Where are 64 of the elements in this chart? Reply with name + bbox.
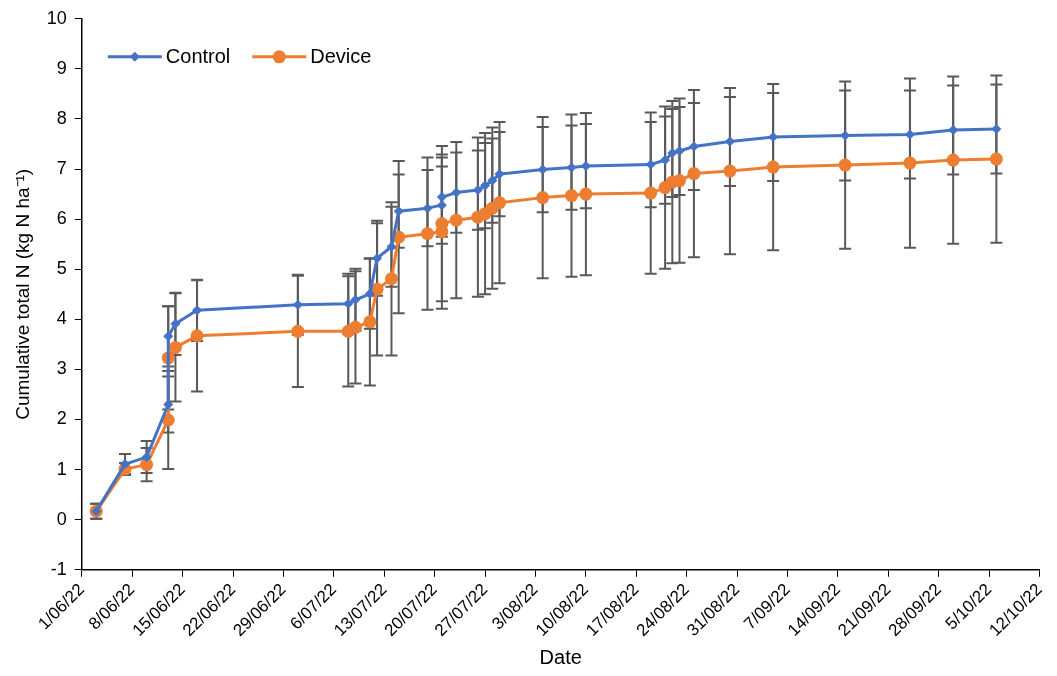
point — [422, 203, 433, 214]
point — [449, 213, 463, 227]
point — [724, 136, 735, 147]
point — [120, 459, 131, 470]
point — [667, 148, 678, 159]
point — [644, 186, 658, 200]
point — [348, 320, 362, 334]
point — [688, 141, 699, 152]
y-tick-label: 1 — [56, 458, 67, 479]
point — [565, 189, 578, 203]
point — [492, 196, 506, 210]
point — [386, 241, 397, 252]
point — [673, 174, 687, 188]
y-tick-label: 0 — [56, 508, 67, 529]
point — [904, 129, 915, 140]
point — [190, 329, 204, 343]
y-tick-label: 6 — [56, 208, 67, 229]
point — [487, 175, 498, 186]
point — [372, 253, 383, 264]
point — [480, 180, 491, 191]
point — [660, 155, 671, 166]
point — [723, 164, 737, 178]
legend-label: Device — [310, 45, 372, 68]
point — [537, 164, 548, 175]
point — [645, 159, 656, 170]
point — [838, 158, 852, 172]
y-tick-label: 7 — [56, 158, 67, 179]
point — [163, 399, 174, 410]
point — [536, 191, 550, 205]
point — [674, 146, 685, 157]
point — [494, 169, 505, 180]
point — [350, 294, 361, 305]
point — [566, 162, 577, 173]
point — [989, 152, 1003, 166]
y-tick-label: 4 — [56, 308, 67, 329]
point — [420, 227, 434, 241]
point — [363, 315, 377, 329]
point — [343, 298, 354, 309]
point — [141, 452, 152, 463]
y-tick-label: 5 — [56, 258, 67, 279]
y-tick-label: 2 — [56, 408, 67, 429]
point — [766, 160, 780, 174]
point — [393, 206, 404, 217]
y-tick-label: 9 — [56, 57, 67, 78]
legend-label: Control — [165, 45, 231, 68]
point — [170, 318, 181, 329]
point — [436, 200, 447, 211]
point — [579, 187, 593, 201]
point — [384, 272, 398, 286]
y-tick-label: 8 — [56, 107, 67, 128]
y-tick-label: 3 — [56, 358, 67, 379]
point — [292, 299, 303, 310]
point — [687, 167, 701, 181]
point — [168, 340, 182, 354]
point — [364, 288, 375, 299]
point — [946, 153, 960, 167]
y-tick-label: -1 — [50, 558, 67, 579]
point — [903, 156, 917, 170]
x-axis-title: Date — [539, 645, 582, 668]
y-tick-label: 10 — [46, 7, 67, 28]
point — [451, 187, 462, 198]
point — [991, 124, 1002, 134]
y-axis-title: Cumulative total N (kg N ha⁻¹) — [11, 168, 33, 420]
point — [291, 324, 305, 338]
